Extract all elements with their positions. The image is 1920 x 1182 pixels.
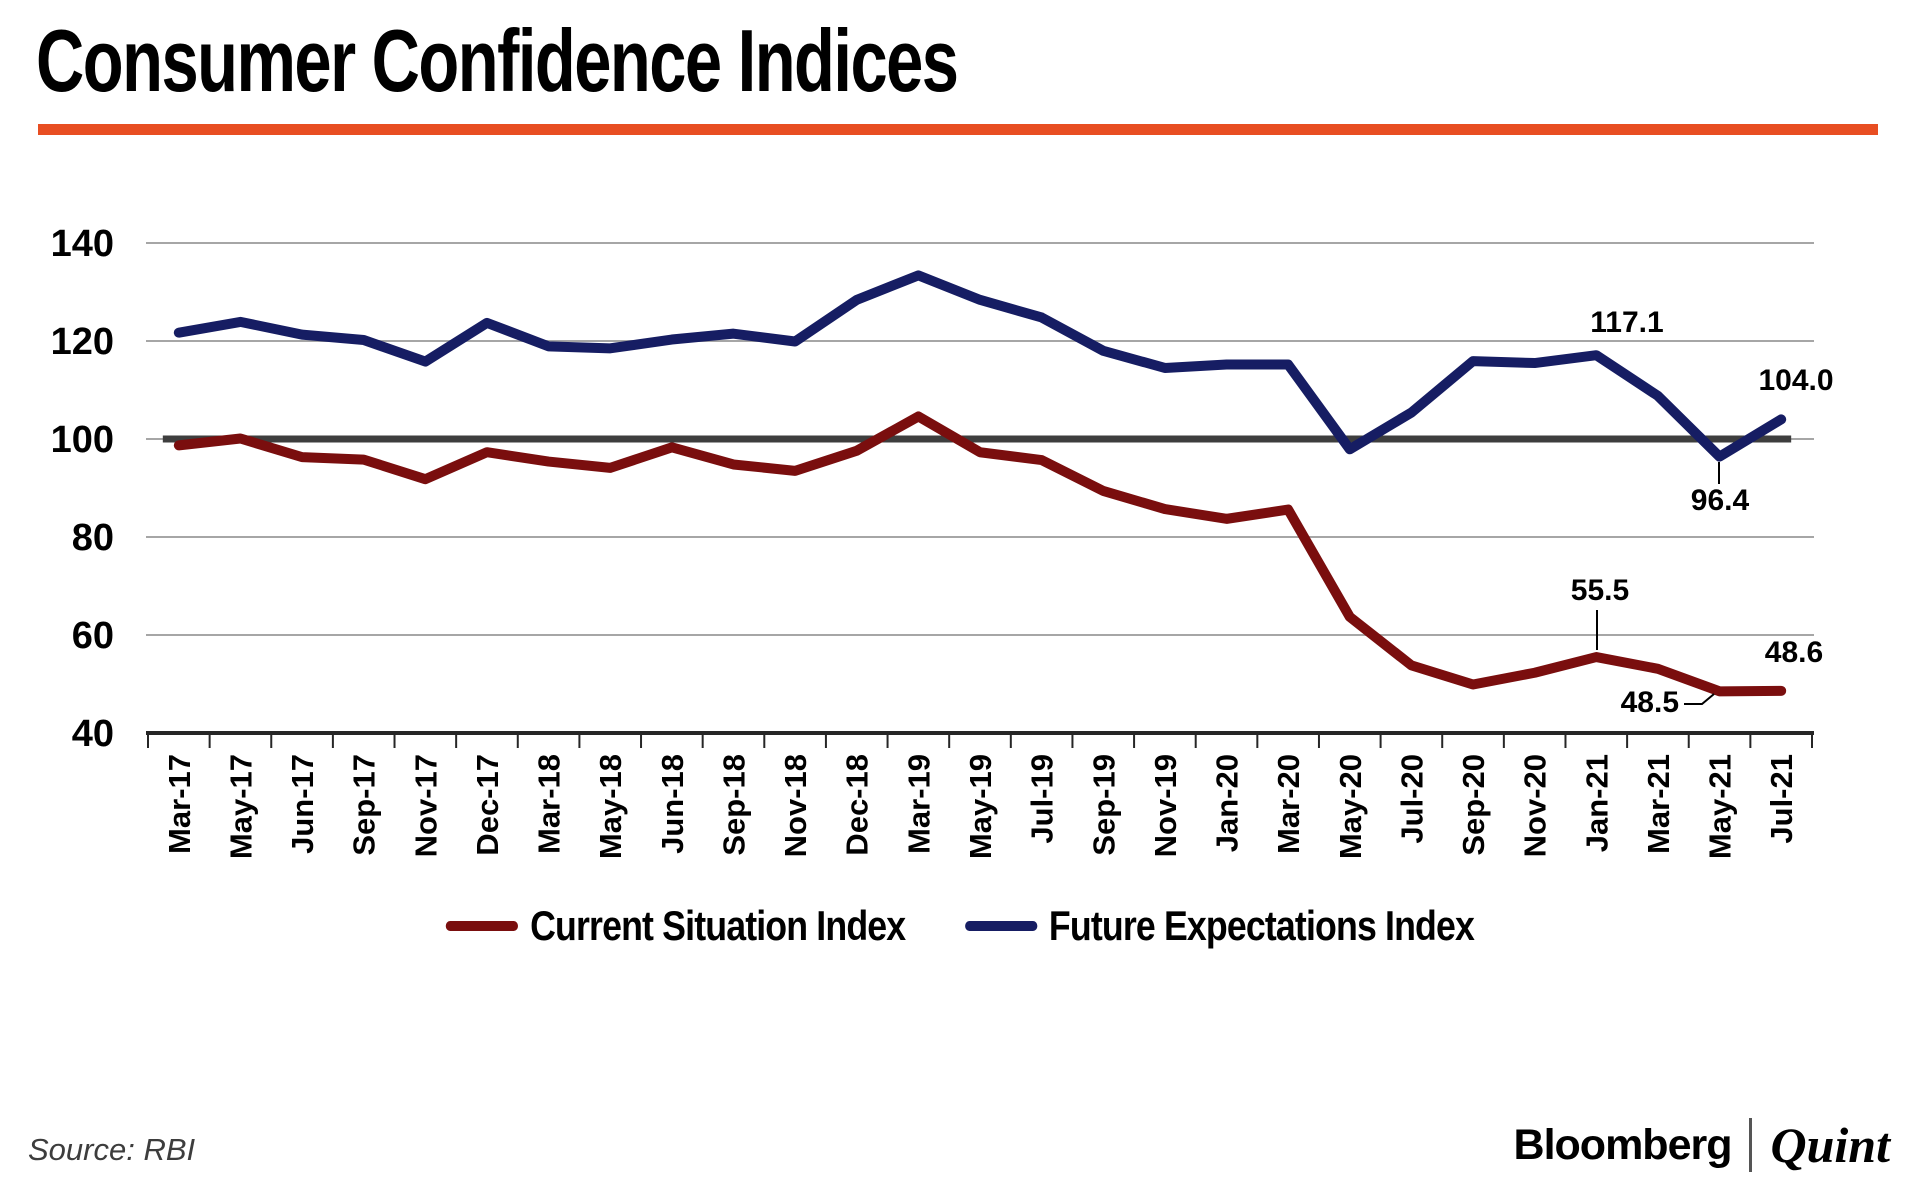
y-tick-label: 60 [72, 615, 114, 657]
x-tick-label: Sep-18 [716, 754, 751, 856]
y-axis-labels: 140 120 100 80 60 40 [51, 223, 114, 755]
x-tick-label: Sep-20 [1456, 754, 1491, 856]
data-label: 96.4 [1691, 484, 1750, 517]
branding-divider [1749, 1118, 1753, 1172]
x-tick-label: Sep-19 [1086, 754, 1121, 856]
bloomberg-logo: Bloomberg [1513, 1120, 1733, 1169]
x-tick-label: Jun-18 [655, 754, 690, 854]
line-chart: 140 120 100 80 60 40 Mar-17 May-17 Jun-17 Sep-17 N… [0, 150, 1920, 890]
legend-label-current-situation-index: Current Situation Index [530, 902, 906, 949]
x-tick-label: Dec-18 [840, 754, 875, 856]
series-future-expectations-index [173, 270, 1787, 462]
data-label: 48.6 [1765, 636, 1823, 669]
x-tick-label: Jul-20 [1394, 754, 1429, 844]
x-tick-label: Jan-20 [1210, 754, 1245, 852]
data-label: 55.5 [1571, 574, 1629, 607]
data-label: 104.0 [1758, 364, 1833, 397]
x-tick-label: Mar-20 [1271, 754, 1306, 854]
branding: Bloomberg Quint [1514, 1116, 1890, 1174]
x-tick-label: May-18 [593, 754, 628, 859]
y-tick-label: 40 [72, 713, 114, 755]
y-tick-label: 120 [51, 321, 114, 363]
x-tick-label: Dec-17 [470, 754, 505, 856]
source-note: Source: RBI [28, 1132, 196, 1167]
y-tick-label: 80 [72, 517, 114, 559]
legend-item-future-expectations-index: Future Expectations Index [964, 902, 1475, 950]
x-tick-label: Mar-17 [162, 754, 197, 854]
chart-svg: 140 120 100 80 60 40 Mar-17 May-17 Jun-17 Sep-17 N… [51, 223, 1834, 859]
x-tick-label: Jan-21 [1579, 754, 1614, 852]
x-tick-label: May-20 [1333, 754, 1368, 859]
x-tick-label: Nov-18 [778, 754, 813, 857]
x-axis [146, 731, 1814, 748]
data-label-leader [1684, 693, 1715, 705]
x-tick-label: Mar-21 [1641, 754, 1676, 854]
legend-item-current-situation-index: Current Situation Index [445, 902, 906, 950]
page-title: Consumer Confidence Indices [36, 11, 959, 110]
x-tick-label: Jul-21 [1764, 754, 1799, 844]
series-current-situation-index [173, 411, 1787, 697]
legend-swatch-current-situation-index [445, 921, 519, 931]
legend-swatch-future-expectations-index [964, 921, 1038, 931]
x-tick-label: Nov-19 [1148, 754, 1183, 857]
title-underline [38, 124, 1878, 135]
x-tick-label: May-19 [963, 754, 998, 859]
quint-logo: Quint [1770, 1117, 1890, 1173]
x-tick-label: Mar-19 [901, 754, 936, 854]
x-tick-label: May-21 [1703, 754, 1738, 859]
x-tick-label: Jul-19 [1025, 754, 1060, 844]
x-axis-labels: Mar-17 May-17 Jun-17 Sep-17 Nov-17 Dec-17 Mar-… [162, 754, 1799, 859]
data-label: 48.5 [1621, 686, 1679, 719]
chart-legend: Current Situation Index Future Expectati… [144, 902, 1776, 950]
x-tick-label: Sep-17 [347, 754, 382, 856]
y-tick-label: 100 [51, 419, 114, 461]
data-labels: 117.1 96.4 104.0 55.5 48.5 48.6 [1571, 306, 1834, 719]
legend-label-future-expectations-index: Future Expectations Index [1048, 902, 1475, 949]
x-tick-label: May-17 [223, 754, 258, 859]
x-tick-label: Nov-20 [1518, 754, 1553, 857]
x-tick-label: Jun-17 [285, 754, 320, 854]
x-tick-label: Mar-18 [532, 754, 567, 854]
x-tick-label: Nov-17 [408, 754, 443, 857]
data-label: 117.1 [1590, 306, 1663, 339]
y-tick-label: 140 [51, 223, 114, 265]
